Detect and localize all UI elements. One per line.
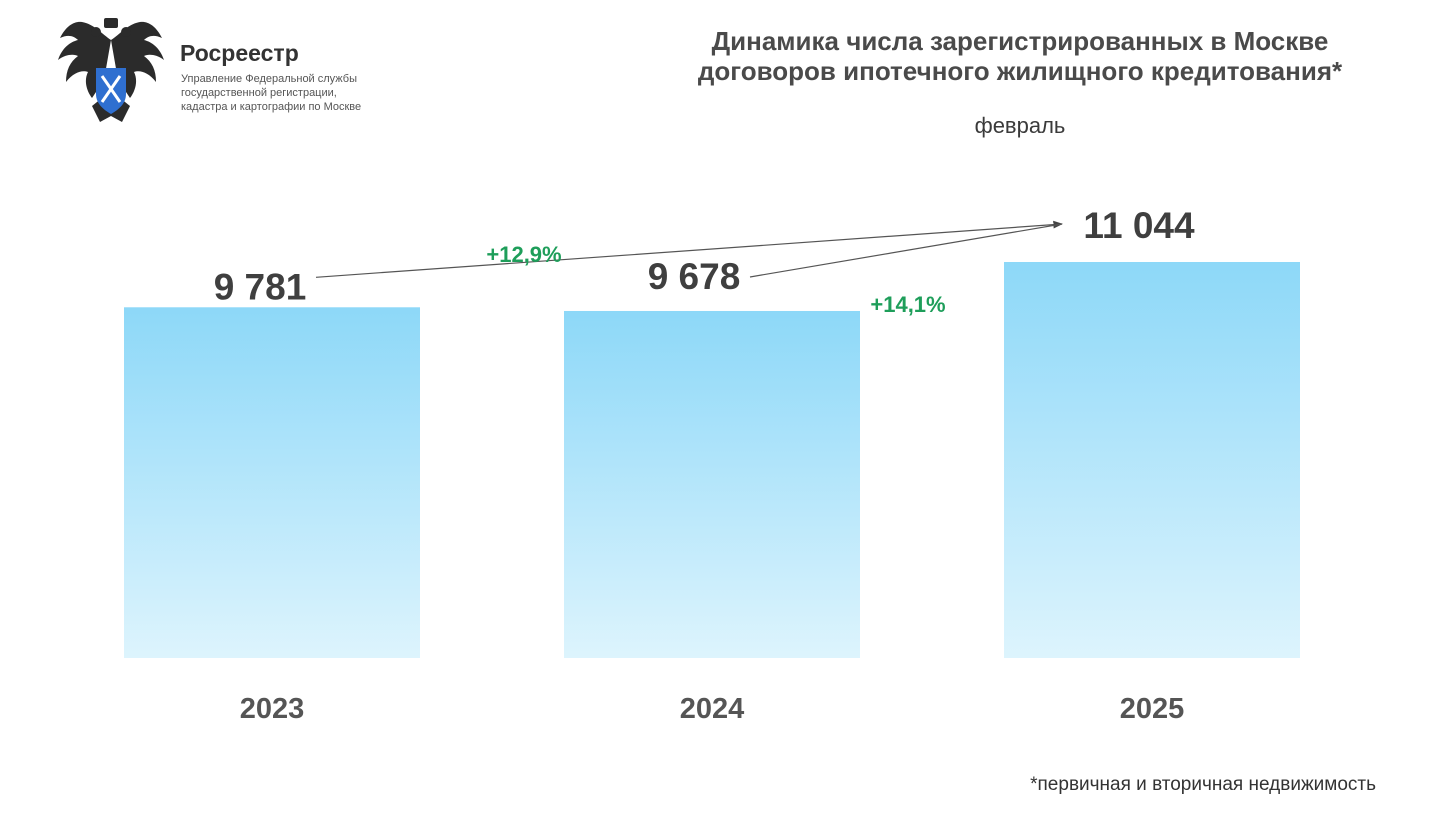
- growth-arrow: [315, 220, 1063, 278]
- brand-description-line: государственной регистрации,: [181, 87, 337, 99]
- tick-label-2024: 2024: [680, 693, 745, 725]
- chart-title: Динамика числа зарегистрированных в Моск…: [640, 26, 1400, 86]
- chart-subtitle: февраль: [974, 113, 1066, 138]
- bar-2023: [124, 307, 420, 658]
- growth-label: +12,9%: [486, 242, 561, 267]
- tick-label-2025: 2025: [1120, 693, 1185, 725]
- bar-2025: [1004, 262, 1300, 658]
- chart-footnote: *первичная и вторичная недвижимость: [1030, 774, 1376, 795]
- bar-2024: [564, 310, 860, 658]
- data-label-2025: 11 044: [1083, 205, 1195, 246]
- brand-description: Управление Федеральной службы государств…: [181, 72, 421, 114]
- chart-title-line: договоров ипотечного жилищного кредитова…: [697, 56, 1343, 86]
- growth-arrow: [749, 223, 1063, 278]
- brand-description-line: кадастра и картографии по Москве: [181, 101, 362, 113]
- data-label-2024: 9 678: [648, 256, 741, 297]
- brand-description-line: Управление Федеральной службы: [181, 73, 357, 85]
- chart-title-line: Динамика числа зарегистрированных в Моск…: [711, 26, 1329, 56]
- growth-label: +14,1%: [870, 292, 945, 317]
- double-headed-eagle-icon: [58, 18, 164, 122]
- data-label-2023: 9 781: [214, 266, 307, 307]
- brand-name: Росреестр: [180, 40, 299, 66]
- rosreestr-logo: Росреестр Управление Федеральной службы …: [52, 10, 422, 135]
- tick-label-2023: 2023: [240, 693, 305, 725]
